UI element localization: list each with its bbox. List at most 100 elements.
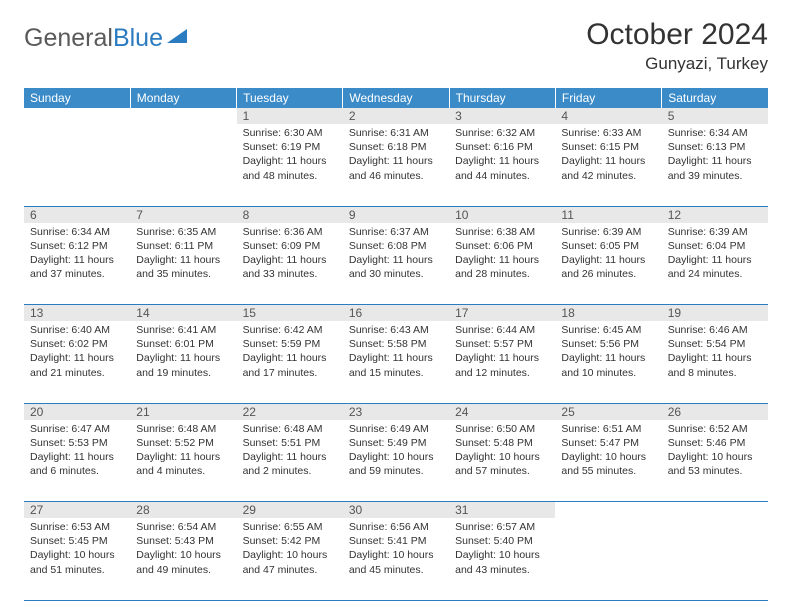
daylight-text: Daylight: 11 hours and 37 minutes. (30, 253, 124, 281)
day-cell: Sunrise: 6:34 AMSunset: 6:13 PMDaylight:… (662, 124, 768, 206)
daylight-text: Daylight: 11 hours and 8 minutes. (668, 351, 762, 379)
day-number-cell: 29 (237, 502, 343, 519)
day-details: Sunrise: 6:34 AMSunset: 6:13 PMDaylight:… (662, 124, 768, 187)
sunset-text: Sunset: 5:56 PM (561, 337, 655, 351)
day-body-row: Sunrise: 6:34 AMSunset: 6:12 PMDaylight:… (24, 223, 768, 305)
sunset-text: Sunset: 6:19 PM (243, 140, 337, 154)
day-cell: Sunrise: 6:34 AMSunset: 6:12 PMDaylight:… (24, 223, 130, 305)
daylight-text: Daylight: 11 hours and 28 minutes. (455, 253, 549, 281)
day-details: Sunrise: 6:52 AMSunset: 5:46 PMDaylight:… (662, 420, 768, 483)
day-details: Sunrise: 6:57 AMSunset: 5:40 PMDaylight:… (449, 518, 555, 581)
sunrise-text: Sunrise: 6:41 AM (136, 323, 230, 337)
daylight-text: Daylight: 10 hours and 47 minutes. (243, 548, 337, 576)
day-details: Sunrise: 6:34 AMSunset: 6:12 PMDaylight:… (24, 223, 130, 286)
day-number-cell: 1 (237, 108, 343, 124)
day-number-cell: 25 (555, 403, 661, 420)
sunrise-text: Sunrise: 6:34 AM (668, 126, 762, 140)
day-cell: Sunrise: 6:55 AMSunset: 5:42 PMDaylight:… (237, 518, 343, 600)
sunrise-text: Sunrise: 6:57 AM (455, 520, 549, 534)
daylight-text: Daylight: 11 hours and 26 minutes. (561, 253, 655, 281)
sunset-text: Sunset: 5:52 PM (136, 436, 230, 450)
weekday-header: Wednesday (343, 88, 449, 108)
day-cell: Sunrise: 6:30 AMSunset: 6:19 PMDaylight:… (237, 124, 343, 206)
day-cell: Sunrise: 6:52 AMSunset: 5:46 PMDaylight:… (662, 420, 768, 502)
day-number-cell: 19 (662, 305, 768, 322)
page-title: October 2024 (586, 18, 768, 52)
calendar-page: GeneralBlue October 2024 Gunyazi, Turkey… (0, 0, 792, 601)
day-cell: Sunrise: 6:48 AMSunset: 5:52 PMDaylight:… (130, 420, 236, 502)
sunrise-text: Sunrise: 6:39 AM (561, 225, 655, 239)
daylight-text: Daylight: 11 hours and 39 minutes. (668, 154, 762, 182)
day-details: Sunrise: 6:30 AMSunset: 6:19 PMDaylight:… (237, 124, 343, 187)
sunrise-text: Sunrise: 6:39 AM (668, 225, 762, 239)
sunrise-text: Sunrise: 6:40 AM (30, 323, 124, 337)
day-number-cell: 26 (662, 403, 768, 420)
day-details: Sunrise: 6:56 AMSunset: 5:41 PMDaylight:… (343, 518, 449, 581)
daylight-text: Daylight: 11 hours and 42 minutes. (561, 154, 655, 182)
day-cell: Sunrise: 6:45 AMSunset: 5:56 PMDaylight:… (555, 321, 661, 403)
sunrise-text: Sunrise: 6:31 AM (349, 126, 443, 140)
daylight-text: Daylight: 11 hours and 48 minutes. (243, 154, 337, 182)
day-details: Sunrise: 6:43 AMSunset: 5:58 PMDaylight:… (343, 321, 449, 384)
day-cell (130, 124, 236, 206)
sunrise-text: Sunrise: 6:47 AM (30, 422, 124, 436)
day-number-cell: 8 (237, 206, 343, 223)
daylight-text: Daylight: 10 hours and 49 minutes. (136, 548, 230, 576)
day-cell: Sunrise: 6:57 AMSunset: 5:40 PMDaylight:… (449, 518, 555, 600)
location-label: Gunyazi, Turkey (586, 54, 768, 74)
daylight-text: Daylight: 10 hours and 59 minutes. (349, 450, 443, 478)
daylight-text: Daylight: 10 hours and 45 minutes. (349, 548, 443, 576)
brand-sail-icon (167, 29, 187, 43)
weekday-header: Tuesday (237, 88, 343, 108)
day-cell: Sunrise: 6:35 AMSunset: 6:11 PMDaylight:… (130, 223, 236, 305)
day-details: Sunrise: 6:44 AMSunset: 5:57 PMDaylight:… (449, 321, 555, 384)
day-details: Sunrise: 6:39 AMSunset: 6:04 PMDaylight:… (662, 223, 768, 286)
daylight-text: Daylight: 11 hours and 2 minutes. (243, 450, 337, 478)
sunrise-text: Sunrise: 6:36 AM (243, 225, 337, 239)
weekday-header-row: Sunday Monday Tuesday Wednesday Thursday… (24, 88, 768, 108)
day-cell: Sunrise: 6:51 AMSunset: 5:47 PMDaylight:… (555, 420, 661, 502)
weekday-header: Saturday (662, 88, 768, 108)
day-cell: Sunrise: 6:42 AMSunset: 5:59 PMDaylight:… (237, 321, 343, 403)
sunset-text: Sunset: 6:13 PM (668, 140, 762, 154)
day-cell: Sunrise: 6:40 AMSunset: 6:02 PMDaylight:… (24, 321, 130, 403)
weekday-header: Monday (130, 88, 236, 108)
sunset-text: Sunset: 6:02 PM (30, 337, 124, 351)
day-number-cell (662, 502, 768, 519)
day-cell: Sunrise: 6:48 AMSunset: 5:51 PMDaylight:… (237, 420, 343, 502)
day-cell: Sunrise: 6:39 AMSunset: 6:05 PMDaylight:… (555, 223, 661, 305)
sunset-text: Sunset: 6:04 PM (668, 239, 762, 253)
day-details: Sunrise: 6:50 AMSunset: 5:48 PMDaylight:… (449, 420, 555, 483)
day-number-row: 2728293031 (24, 502, 768, 519)
sunrise-text: Sunrise: 6:45 AM (561, 323, 655, 337)
sunset-text: Sunset: 5:54 PM (668, 337, 762, 351)
day-cell: Sunrise: 6:38 AMSunset: 6:06 PMDaylight:… (449, 223, 555, 305)
day-number-cell: 16 (343, 305, 449, 322)
day-cell: Sunrise: 6:41 AMSunset: 6:01 PMDaylight:… (130, 321, 236, 403)
day-details: Sunrise: 6:45 AMSunset: 5:56 PMDaylight:… (555, 321, 661, 384)
day-cell: Sunrise: 6:49 AMSunset: 5:49 PMDaylight:… (343, 420, 449, 502)
day-details: Sunrise: 6:35 AMSunset: 6:11 PMDaylight:… (130, 223, 236, 286)
day-details: Sunrise: 6:37 AMSunset: 6:08 PMDaylight:… (343, 223, 449, 286)
day-number-cell: 27 (24, 502, 130, 519)
calendar-table: Sunday Monday Tuesday Wednesday Thursday… (24, 88, 768, 601)
brand-part2: Blue (113, 24, 163, 53)
day-cell: Sunrise: 6:56 AMSunset: 5:41 PMDaylight:… (343, 518, 449, 600)
sunset-text: Sunset: 6:06 PM (455, 239, 549, 253)
day-number-cell: 2 (343, 108, 449, 124)
day-number-cell: 23 (343, 403, 449, 420)
day-number-row: 13141516171819 (24, 305, 768, 322)
sunrise-text: Sunrise: 6:42 AM (243, 323, 337, 337)
sunrise-text: Sunrise: 6:56 AM (349, 520, 443, 534)
day-body-row: Sunrise: 6:30 AMSunset: 6:19 PMDaylight:… (24, 124, 768, 206)
daylight-text: Daylight: 11 hours and 24 minutes. (668, 253, 762, 281)
day-details: Sunrise: 6:49 AMSunset: 5:49 PMDaylight:… (343, 420, 449, 483)
sunset-text: Sunset: 5:59 PM (243, 337, 337, 351)
day-details: Sunrise: 6:41 AMSunset: 6:01 PMDaylight:… (130, 321, 236, 384)
sunrise-text: Sunrise: 6:53 AM (30, 520, 124, 534)
title-block: October 2024 Gunyazi, Turkey (586, 18, 768, 74)
daylight-text: Daylight: 11 hours and 19 minutes. (136, 351, 230, 379)
daylight-text: Daylight: 11 hours and 30 minutes. (349, 253, 443, 281)
day-cell (555, 518, 661, 600)
daylight-text: Daylight: 11 hours and 6 minutes. (30, 450, 124, 478)
